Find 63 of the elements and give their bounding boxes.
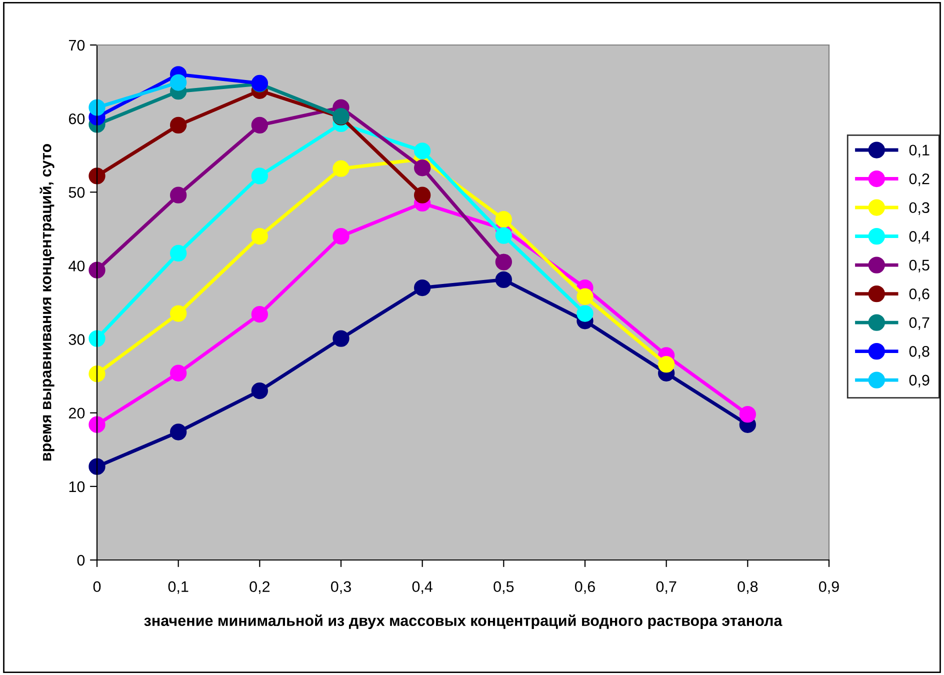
point xyxy=(576,288,594,305)
point xyxy=(88,416,106,433)
point xyxy=(170,186,187,204)
point xyxy=(414,186,431,204)
y-tick-label: 40 xyxy=(68,260,85,272)
point xyxy=(495,211,512,228)
y-tick-label: 30 xyxy=(68,334,85,345)
x-tick-label: 0,6 xyxy=(574,581,595,594)
point xyxy=(576,305,594,322)
legend-label: 0,4 xyxy=(909,230,930,244)
point xyxy=(88,330,106,347)
y-axis-title: время выравнивания концентраций, суто xyxy=(40,144,54,460)
x-tick-label: 0,3 xyxy=(330,581,351,594)
point xyxy=(170,424,187,440)
point xyxy=(170,244,187,262)
point xyxy=(251,168,268,184)
point xyxy=(251,116,268,134)
point xyxy=(88,366,106,382)
x-tick-label: 0 xyxy=(93,581,101,592)
point xyxy=(495,227,512,244)
point xyxy=(739,406,756,423)
legend-label: 0,7 xyxy=(909,317,930,330)
point xyxy=(495,271,512,288)
x-tick-label: 0,5 xyxy=(494,581,514,594)
point xyxy=(88,99,106,116)
x-tick-label: 0,7 xyxy=(656,581,676,594)
y-tick-label: 70 xyxy=(68,40,85,51)
point xyxy=(332,160,350,177)
point xyxy=(414,279,431,296)
point xyxy=(414,160,431,176)
legend-label: 0,2 xyxy=(909,173,930,186)
x-tick-label: 0,1 xyxy=(168,581,188,594)
point xyxy=(332,330,350,347)
point xyxy=(251,228,268,245)
x-tick-label: 0,9 xyxy=(818,581,839,594)
point xyxy=(251,382,268,400)
point xyxy=(495,254,512,270)
x-tick-label: 0,4 xyxy=(412,581,433,594)
legend-label: 0,3 xyxy=(909,202,930,215)
x-tick-label: 0,8 xyxy=(738,581,758,594)
y-tick-label: 20 xyxy=(68,408,85,419)
point xyxy=(332,228,350,245)
x-axis-title: значение минимальной из двух массовых концентраций водного раствора этанола xyxy=(144,614,782,630)
point xyxy=(658,356,675,373)
point xyxy=(88,262,106,278)
legend-label: 0,8 xyxy=(909,346,930,359)
point xyxy=(170,305,187,322)
point xyxy=(170,364,187,382)
legend-label: 0,9 xyxy=(909,374,930,388)
legend-label: 0,1 xyxy=(909,144,930,158)
point xyxy=(170,74,187,91)
x-tick-label: 0,2 xyxy=(250,581,270,594)
point xyxy=(88,458,106,475)
point xyxy=(170,116,187,134)
point xyxy=(251,306,268,323)
y-tick-label: 60 xyxy=(68,113,85,124)
y-tick-label: 0 xyxy=(77,554,85,566)
legend-label: 0,6 xyxy=(909,288,930,302)
y-tick-label: 50 xyxy=(68,187,85,198)
point xyxy=(88,168,106,184)
point xyxy=(414,142,431,160)
legend-label: 0,5 xyxy=(909,260,930,272)
y-tick-label: 10 xyxy=(69,481,85,492)
